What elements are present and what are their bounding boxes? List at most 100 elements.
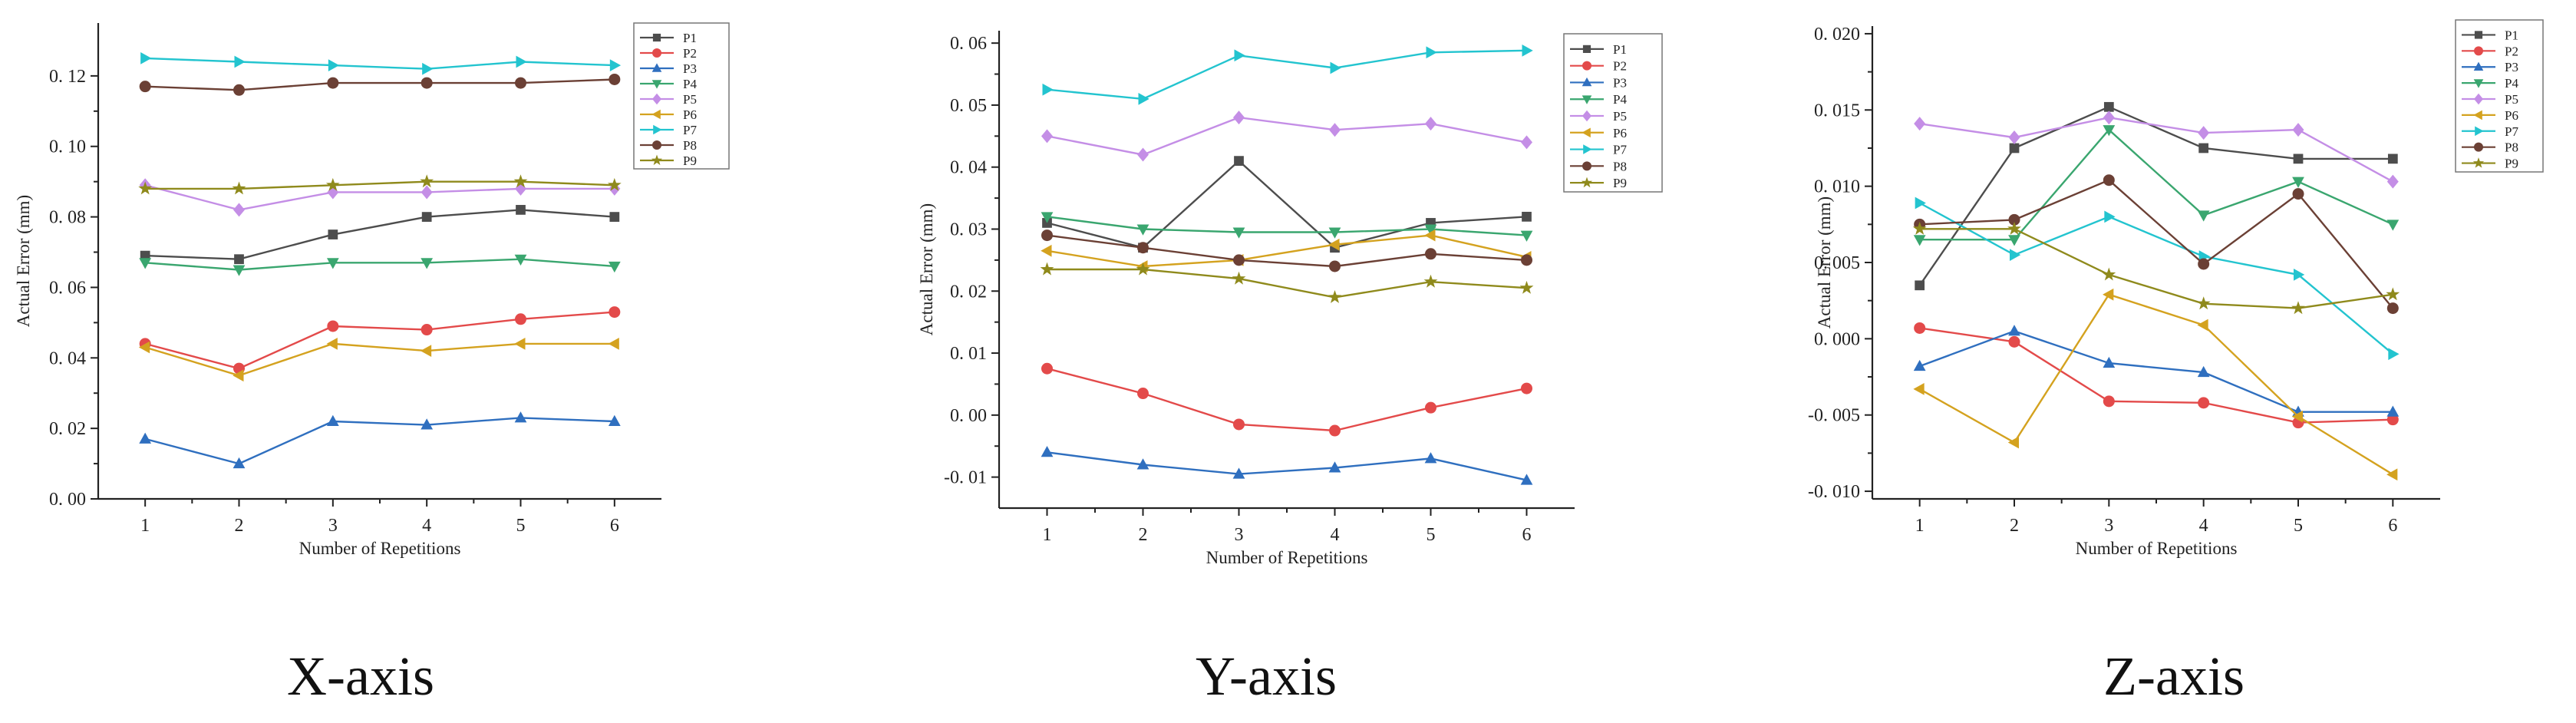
- legend-marker-p3: [1582, 77, 1592, 87]
- y-tick-label: 0. 000: [1814, 329, 1860, 349]
- legend-marker-p9: [651, 154, 663, 166]
- data-point-p9: [2102, 267, 2116, 281]
- chart-panel-1: 0. 00 0. 02 0. 04 0. 06 0. 08 0. 10 0. 12 1 2 3 4 5…: [14, 22, 730, 707]
- data-point-p8: [327, 77, 339, 89]
- data-point-p8: [1329, 260, 1341, 272]
- y-tick-label: -0. 010: [1808, 482, 1860, 502]
- y-tick-label: -0. 01: [944, 468, 987, 488]
- x-axis-title: Number of Repetitions: [2076, 539, 2238, 558]
- data-point-p4: [139, 258, 152, 269]
- data-point-p3: [2008, 325, 2020, 336]
- chart-panel-3: -0. 010 -0. 005 0. 000 0. 005 0. 010 0. 015 0.…: [1808, 19, 2544, 707]
- data-point-p8: [1233, 254, 1245, 266]
- legend-label-p3: P3: [1613, 75, 1627, 90]
- data-point-p5: [1914, 117, 1926, 131]
- legend-marker-p6: [651, 109, 661, 120]
- data-point-p8: [139, 81, 151, 93]
- data-point-p1: [2387, 154, 2398, 164]
- legend-marker-p2: [652, 48, 661, 58]
- legend-label-p1: P1: [1613, 42, 1627, 57]
- data-point-p8: [1521, 254, 1532, 266]
- y-tick-label: 0. 12: [49, 67, 86, 87]
- series-line-p7: [145, 57, 615, 70]
- data-point-p6: [326, 338, 338, 350]
- series-p6: [1913, 288, 2398, 481]
- data-point-p4: [1424, 224, 1437, 236]
- data-point-p7: [2010, 249, 2021, 261]
- series-p6: [1041, 229, 1532, 272]
- series-line-p8: [1919, 179, 2394, 309]
- x-tick-label: 6: [1522, 525, 1532, 545]
- data-point-p7: [1426, 46, 1437, 59]
- x-tick-label: 6: [2388, 516, 2397, 536]
- legend-label-p6: P6: [2505, 108, 2518, 123]
- legend-marker-p5: [2474, 93, 2483, 105]
- series-line-p3: [1047, 451, 1527, 481]
- x-tick-label: 5: [1427, 525, 1436, 545]
- data-point-p1: [2009, 143, 2020, 154]
- legend-label-p2: P2: [2505, 44, 2518, 58]
- data-point-p2: [327, 320, 339, 332]
- data-point-p5: [421, 185, 433, 200]
- data-point-p5: [1137, 147, 1149, 162]
- legend-label-p6: P6: [1613, 126, 1627, 140]
- data-point-p2: [609, 306, 621, 319]
- x-tick-label: 3: [1235, 525, 1244, 545]
- x-tick-label: 6: [610, 516, 619, 536]
- legend-marker-p6: [1582, 127, 1591, 138]
- series-p1: [1042, 156, 1532, 253]
- data-point-p4: [608, 261, 621, 273]
- legend-marker-p8: [1582, 161, 1591, 171]
- data-point-p2: [1233, 418, 1245, 431]
- data-point-p4: [233, 265, 246, 276]
- legend-label-p8: P8: [2505, 140, 2518, 155]
- y-tick-label: 0. 05: [950, 96, 987, 116]
- data-point-p4: [326, 258, 339, 269]
- data-point-p2: [1041, 362, 1053, 375]
- data-point-p7: [422, 62, 434, 75]
- legend-marker-p1: [652, 33, 661, 42]
- x-tick-label: 3: [2104, 516, 2113, 536]
- legend-label-p3: P3: [683, 61, 697, 76]
- data-point-p2: [2103, 395, 2115, 408]
- chart-panel-2: -0. 01 0. 00 0. 01 0. 02 0. 03 0. 04 0. 05 0. 0…: [917, 31, 1663, 707]
- data-point-p7: [1915, 196, 1926, 210]
- series-p1: [140, 205, 620, 265]
- data-point-p3: [608, 414, 621, 426]
- data-point-p8: [421, 77, 433, 89]
- data-point-p3: [233, 457, 246, 469]
- y-tick-label: 0. 020: [1814, 25, 1860, 45]
- data-point-p4: [2197, 210, 2210, 222]
- data-point-p1: [328, 229, 338, 239]
- series-line-p2: [144, 311, 615, 370]
- series-p8: [1041, 229, 1532, 272]
- y-tick-label: 0. 04: [49, 348, 86, 368]
- y-tick-label: -0. 005: [1808, 406, 1860, 426]
- data-point-p4: [1520, 230, 1533, 242]
- y-tick-label: 0. 010: [1814, 177, 1860, 197]
- legend-marker-p5: [1582, 110, 1591, 122]
- legend-box: [2455, 19, 2544, 173]
- y-tick-label: 0. 08: [49, 208, 86, 228]
- data-point-p9: [513, 174, 528, 188]
- data-point-p2: [421, 324, 433, 336]
- data-point-p6: [1041, 244, 1052, 257]
- data-point-p9: [232, 181, 246, 195]
- x-tick-label: 4: [1331, 525, 1340, 545]
- legend-marker-p4: [651, 80, 662, 89]
- data-point-p5: [1329, 123, 1341, 137]
- x-tick-label: 5: [516, 516, 526, 536]
- series-p9: [138, 174, 622, 195]
- data-point-p7: [2294, 269, 2305, 281]
- series-p8: [139, 73, 621, 96]
- series-line-p8: [1047, 234, 1527, 268]
- data-point-p4: [1041, 212, 1054, 223]
- legend-box: [633, 22, 730, 170]
- legend-label-p9: P9: [683, 154, 697, 168]
- data-point-p4: [1232, 227, 1245, 239]
- series-p8: [1914, 174, 2399, 315]
